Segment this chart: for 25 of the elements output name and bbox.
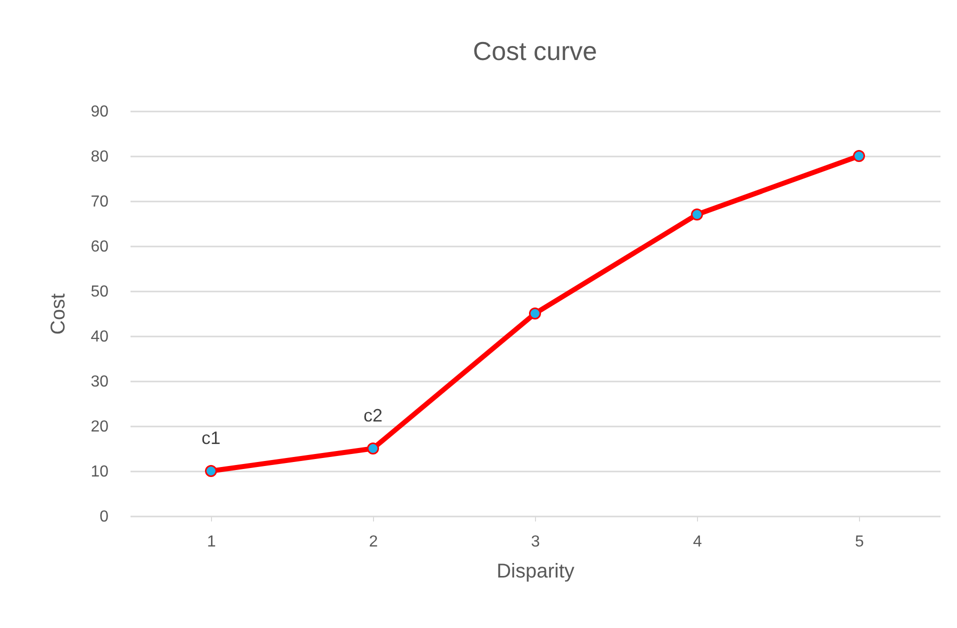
y-tick-label: 90 [90, 104, 109, 120]
point [367, 442, 379, 454]
point [529, 308, 541, 320]
x-tick-label: 2 [369, 534, 378, 550]
x-axis-title: Disparity [496, 560, 574, 582]
x-tick-label: 1 [207, 534, 216, 550]
y-tick-label: 20 [90, 418, 109, 436]
y-tick-label: 10 [90, 464, 109, 480]
x-tick-label: 3 [531, 534, 540, 550]
y-tick-label: 30 [90, 374, 109, 390]
annotation: c2 [363, 406, 383, 426]
y-tick-label: 40 [90, 328, 109, 346]
x-tick-label: 5 [855, 534, 864, 550]
chart-title: Cost curve [472, 36, 598, 66]
y-tick-label: 60 [90, 238, 109, 256]
y-tick-label: 50 [90, 284, 109, 300]
point [205, 465, 217, 477]
point [691, 208, 703, 220]
y-tick-label: 80 [90, 148, 109, 166]
point [853, 150, 865, 162]
y-axis-title: Cost [48, 292, 70, 335]
annotation: c1 [201, 428, 221, 448]
y-tick-label: 0 [100, 508, 109, 526]
x-tick-label: 4 [693, 534, 702, 550]
y-tick-label: 70 [90, 194, 109, 210]
